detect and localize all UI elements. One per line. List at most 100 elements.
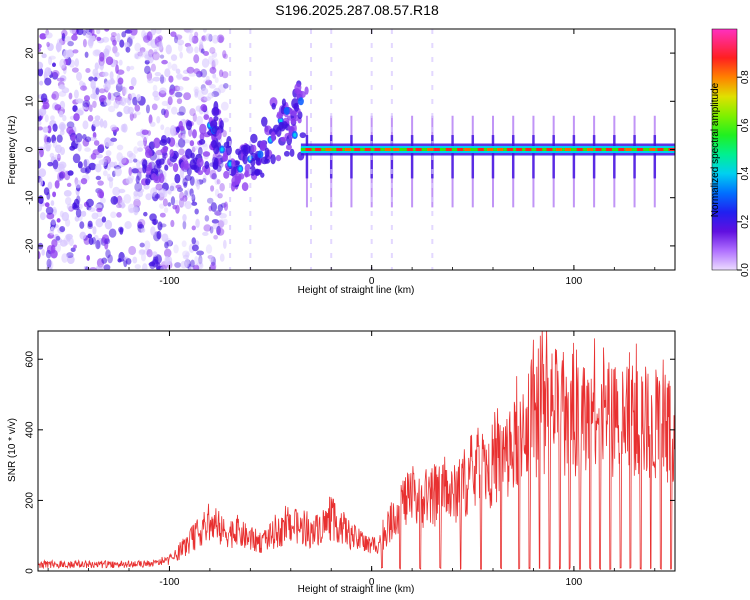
carrier-peak [445,148,452,151]
transition-blob [191,129,197,139]
noise-blob [52,191,57,198]
transition-blob [216,129,222,141]
noise-blob [46,136,52,144]
noise-blob [171,106,178,115]
spectrogram-y-tick-label: -10 [25,190,36,205]
noise-blob [112,45,118,54]
noise-blob [167,187,172,196]
transition-blob [158,173,165,184]
noise-blob [66,126,74,135]
noise-blob [172,204,177,210]
noise-blob [82,29,87,36]
noise-blob [160,124,165,131]
noise-blob [214,177,219,186]
transition-blob [175,126,181,133]
noise-blob [128,85,135,90]
noise-blob [103,264,111,270]
noise-blob [186,45,194,54]
noise-blob [176,111,185,116]
noise-blob [47,181,53,190]
carrier-peak [625,148,632,151]
noise-blob [116,111,123,118]
noise-blob [104,219,113,230]
transition-blob [291,98,299,109]
noise-blob [51,93,57,100]
noise-blob [108,228,117,238]
transition-hot [220,147,224,152]
noise-blob [170,219,175,228]
carrier-peak [325,148,332,151]
noise-blob [90,79,96,90]
noise-blob [143,248,151,255]
noise-blob [128,245,137,256]
noise-blob [191,146,196,153]
noise-blob [82,120,89,130]
noise-blob [202,29,207,33]
carrier-peak [415,148,422,151]
noise-blob [167,202,172,207]
transition-blob [297,111,303,120]
noise-blob [52,159,59,170]
noise-blob [63,49,70,60]
noise-blob [88,237,94,245]
noise-blob [73,113,80,122]
noise-blob [167,96,173,106]
noise-blob [55,235,61,241]
noise-blob [152,84,158,92]
transition-blob [287,125,295,133]
noise-blob [38,61,44,70]
noise-blob [112,39,117,46]
noise-blob [191,225,196,231]
carrier-peak [497,148,504,151]
noise-blob [65,233,73,240]
noise-blob [81,210,87,217]
noise-blob [38,195,44,205]
noise-blob [38,43,42,49]
carrier-peak [384,148,391,151]
noise-blob [209,255,214,263]
noise-blob [75,208,82,218]
noise-blob [120,123,126,133]
snr-axes: -100 0 100 0 200 400 600 [25,331,675,588]
noise-blob [125,46,131,53]
noise-blob [93,140,100,146]
spectrogram-y-tick-label: 20 [25,47,36,59]
carrier-peak [565,148,572,151]
carrier-peak [586,148,593,151]
transition-blob [145,178,151,186]
noise-blob [176,98,183,105]
noise-blob [83,159,88,168]
noise-blob [59,58,66,69]
noise-blob [136,159,141,169]
transition-blob [299,132,307,139]
noise-blob [154,72,162,77]
noise-blob [85,31,92,39]
noise-blob [223,239,227,249]
noise-blob [194,178,200,187]
noise-blob [99,118,104,128]
noise-blob [110,196,119,205]
noise-blob [175,74,184,79]
noise-blob [150,226,156,236]
noise-blob [129,65,135,71]
noise-blob [178,105,186,116]
noise-blob [100,197,106,204]
noise-blob [84,167,90,175]
transition-blob [189,140,195,147]
noise-blob [71,34,78,41]
noise-blob [115,82,123,93]
noise-blob [167,61,172,70]
noise-blob [38,251,41,260]
noise-blob [107,254,113,264]
noise-blob [80,177,88,185]
noise-blob [137,51,143,57]
noise-blob [74,58,79,68]
noise-blob [102,36,110,43]
noise-blob [165,44,172,55]
noise-blob [188,29,194,34]
noise-blob [209,84,216,89]
transition-blob [276,113,284,120]
noise-blob [94,115,101,121]
snr-x-tick-label: 100 [566,577,583,588]
noise-blob [66,121,75,129]
